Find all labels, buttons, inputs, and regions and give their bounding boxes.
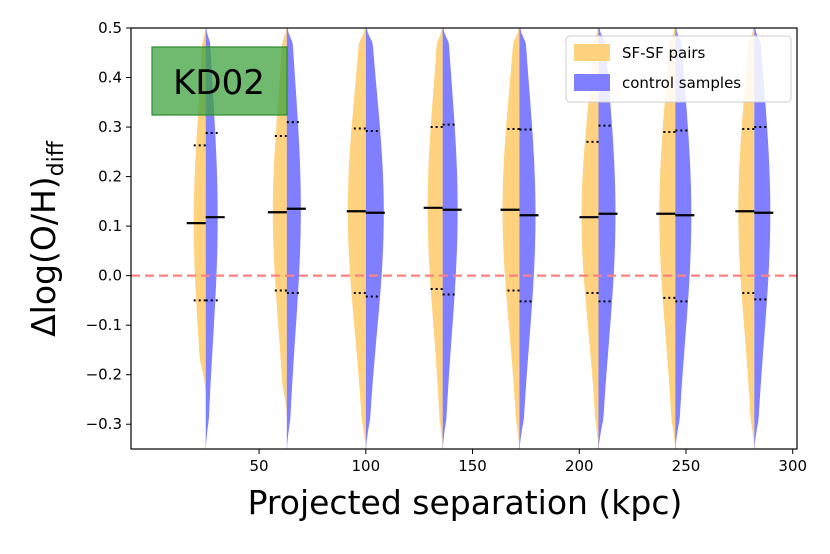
y-tick-label-6: 0.3 [98,118,122,136]
violin-sfsf-6 [659,28,676,449]
plot-frame [130,27,798,450]
y-axis-title: Δlog(O/H)diff [24,140,69,337]
x-tick-label-4: 250 [672,457,701,475]
legend-swatch-sfsf [574,44,610,61]
y-tick-label-4: 0.1 [98,217,122,235]
violin-sfsf-2 [347,28,366,449]
violin-sfsf-4 [502,28,520,449]
y-tick-label-5: 0.2 [98,168,122,186]
y-tick-label-7: 0.4 [98,69,122,87]
legend-swatch-control [574,74,610,91]
x-tick-label-0: 50 [250,457,269,475]
violin-sfsf-5 [581,28,599,449]
y-tick-label-8: 0.5 [98,19,122,37]
x-tick-label-1: 100 [351,457,380,475]
quartile-marks-layer [186,121,774,303]
x-tick-label-5: 300 [778,457,807,475]
violin-control-2 [365,28,384,449]
annotation-box: KD02 [151,46,288,116]
legend-label-control: control samples [622,74,741,92]
y-tick-label-0: −0.3 [86,415,122,433]
y-tick-label-1: −0.2 [86,366,122,384]
x-axis-title: Projected separation (kpc) [248,483,683,522]
x-tick-label-3: 200 [565,457,594,475]
violin-control-3 [442,28,458,449]
violin-layer [193,28,771,449]
y-tick-label-2: −0.1 [86,316,122,334]
violin-sfsf-0 [193,28,206,390]
violin-control-7 [754,28,771,449]
axes-layer: 50 100 150 200 250 300 −0.3 −0.2 −0.1 0.0 0.1 0.2 0.… [86,19,807,475]
violin-sfsf-3 [427,28,443,449]
violin-control-0 [205,28,218,449]
x-tick-label-2: 150 [458,457,487,475]
legend: SF-SF pairs control samples [565,35,792,103]
annotation-label: KD02 [173,63,265,103]
violin-control-6 [675,28,692,449]
violin-control-5 [598,28,616,449]
violin-sfsf-7 [738,28,755,449]
violin-sfsf-1 [272,28,287,415]
y-tick-label-3: 0.0 [98,267,122,285]
y-axis-title-sub: diff [44,140,69,176]
y-axis-title-main: Δlog(O/H) [24,176,63,337]
legend-label-sfsf: SF-SF pairs [622,44,706,62]
violin-control-1 [286,28,301,449]
violin-control-4 [519,28,536,449]
